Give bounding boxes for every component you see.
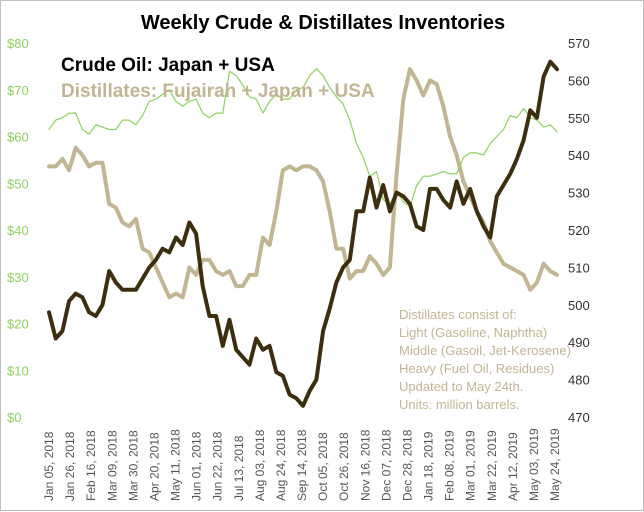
- x-tick-label: Jan 05, 2018: [42, 431, 56, 501]
- note-line-5: Updated to May 24th.: [399, 379, 523, 394]
- left-tick-label: $0: [7, 410, 21, 425]
- x-tick-label: Jun 01, 2018: [190, 431, 204, 501]
- right-tick-label: 470: [568, 410, 590, 425]
- right-tick-label: 550: [568, 111, 590, 126]
- x-tick-label: Jan 26, 2018: [63, 431, 77, 501]
- x-tick-label: Jan 18, 2019: [422, 431, 436, 501]
- x-tick-label: Oct 05, 2018: [316, 432, 330, 501]
- x-tick-label: Jul 13, 2018: [232, 435, 246, 501]
- note-line-3: Middle (Gasoil, Jet-Kerosene): [399, 343, 571, 358]
- x-tick-label: Mar 09, 2018: [105, 430, 119, 501]
- left-tick-label: $60: [7, 130, 29, 145]
- x-tick-label: Apr 12, 2019: [506, 432, 520, 501]
- x-tick-label: Mar 30, 2018: [126, 430, 140, 501]
- x-tick-label: Sep 14, 2018: [295, 429, 309, 501]
- x-tick-label: Aug 24, 2018: [274, 429, 288, 501]
- x-tick-label: Nov 16, 2018: [358, 429, 372, 501]
- left-tick-label: $10: [7, 363, 29, 378]
- note-line-6: Units: million barrels.: [399, 397, 520, 412]
- x-tick-label: Mar 01, 2019: [464, 430, 478, 501]
- x-tick-label: Aug 03, 2018: [253, 429, 267, 501]
- left-tick-label: $20: [7, 317, 29, 332]
- right-tick-label: 490: [568, 335, 590, 350]
- x-tick-label: Feb 08, 2019: [443, 430, 457, 501]
- note-line-1: Distillates consist of:: [399, 307, 517, 322]
- right-tick-label: 510: [568, 260, 590, 275]
- series-price-line: [48, 68, 558, 208]
- right-tick-label: 560: [568, 73, 590, 88]
- note-line-2: Light (Gasoline, Naphtha): [399, 325, 547, 340]
- legend-crude: Crude Oil: Japan + USA: [61, 55, 275, 76]
- right-axis: 470 480 490 500 510 520 530 540 550 560 570: [568, 36, 590, 425]
- series-crude-line: [47, 59, 559, 408]
- right-tick-label: 570: [568, 36, 590, 51]
- plot-lines: [47, 59, 559, 408]
- left-tick-label: $30: [7, 270, 29, 285]
- legend-distillates: Distillates: Fujairah + Japan + USA: [61, 81, 375, 102]
- x-tick-label: Mar 22, 2019: [485, 430, 499, 501]
- left-tick-label: $70: [7, 83, 29, 98]
- left-tick-label: $40: [7, 223, 29, 238]
- series-distillates-line: [47, 67, 559, 300]
- right-tick-label: 500: [568, 298, 590, 313]
- x-axis: Jan 05, 2018 Jan 26, 2018 Feb 16, 2018 Mar …: [42, 428, 562, 501]
- right-tick-label: 530: [568, 186, 590, 201]
- note-line-4: Heavy (Fuel Oil, Residues): [399, 361, 554, 376]
- note-box: Distillates consist of: Light (Gasoline,…: [399, 307, 571, 412]
- x-tick-label: Apr 20, 2018: [147, 432, 161, 501]
- x-tick-label: Dec 07, 2018: [379, 429, 393, 501]
- left-tick-label: $50: [7, 176, 29, 191]
- left-axis: $0 $10 $20 $30 $40 $50 $60 $70 $80: [7, 36, 29, 425]
- x-tick-label: May 03, 2019: [527, 428, 541, 501]
- chart-title: Weekly Crude & Distillates Inventories: [141, 12, 505, 34]
- x-tick-label: May 24, 2019: [548, 428, 562, 501]
- left-tick-label: $80: [7, 36, 29, 51]
- x-tick-label: Jun 22, 2018: [211, 431, 225, 501]
- x-tick-label: Feb 16, 2018: [84, 430, 98, 501]
- right-tick-label: 540: [568, 148, 590, 163]
- x-tick-label: Oct 26, 2018: [337, 432, 351, 501]
- x-tick-label: May 11, 2018: [169, 429, 183, 501]
- right-tick-label: 480: [568, 373, 590, 388]
- x-tick-label: Dec 28, 2018: [400, 429, 414, 501]
- right-tick-label: 520: [568, 223, 590, 238]
